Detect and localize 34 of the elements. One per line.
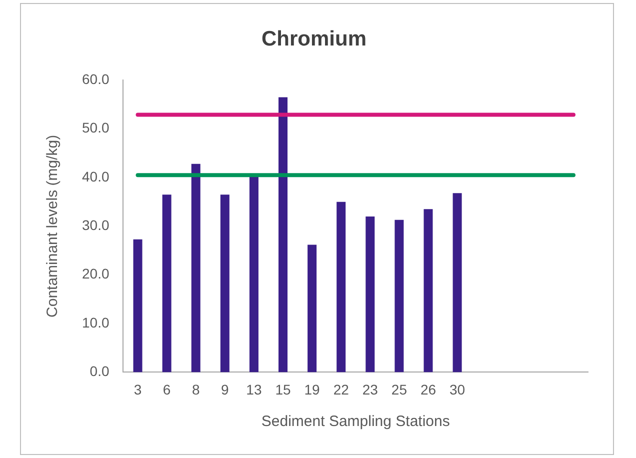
y-axis-title: Contaminant levels (mg/kg) bbox=[44, 134, 62, 318]
bar bbox=[249, 177, 258, 372]
x-tick-label: 15 bbox=[275, 381, 292, 398]
x-tick-label: 8 bbox=[192, 381, 200, 398]
chart-title: Chromium bbox=[262, 27, 366, 50]
y-tick-label: 50.0 bbox=[82, 120, 110, 136]
y-tick-label: 0.0 bbox=[90, 363, 110, 380]
bar bbox=[278, 97, 288, 372]
y-tick-label: 60.0 bbox=[82, 71, 110, 88]
bar bbox=[308, 244, 317, 372]
x-tick-label: 6 bbox=[162, 381, 171, 398]
bar bbox=[394, 220, 404, 372]
bar bbox=[452, 193, 462, 372]
x-tick-label: 22 bbox=[333, 381, 350, 398]
x-axis-title: Sediment Sampling Stations bbox=[261, 413, 450, 430]
x-tick-label: 25 bbox=[391, 381, 408, 398]
y-tick-label: 40.0 bbox=[82, 168, 110, 184]
bar bbox=[366, 216, 375, 372]
x-tick-label: 30 bbox=[450, 381, 466, 398]
x-tick-label: 9 bbox=[221, 381, 230, 398]
x-tick-label: 3 bbox=[134, 381, 142, 398]
y-tick-label: 20.0 bbox=[82, 266, 110, 282]
x-tick-label: 13 bbox=[246, 381, 262, 398]
bar bbox=[424, 209, 433, 372]
y-tick-label: 30.0 bbox=[82, 217, 110, 234]
bar bbox=[336, 202, 346, 372]
x-tick-label: 26 bbox=[420, 381, 436, 398]
bar bbox=[133, 239, 142, 372]
bar bbox=[162, 194, 172, 372]
x-tick-label: 23 bbox=[362, 381, 378, 398]
bar bbox=[191, 164, 200, 372]
x-tick-label: 19 bbox=[304, 381, 320, 398]
y-tick-label: 10.0 bbox=[82, 314, 110, 330]
bar bbox=[220, 194, 230, 372]
